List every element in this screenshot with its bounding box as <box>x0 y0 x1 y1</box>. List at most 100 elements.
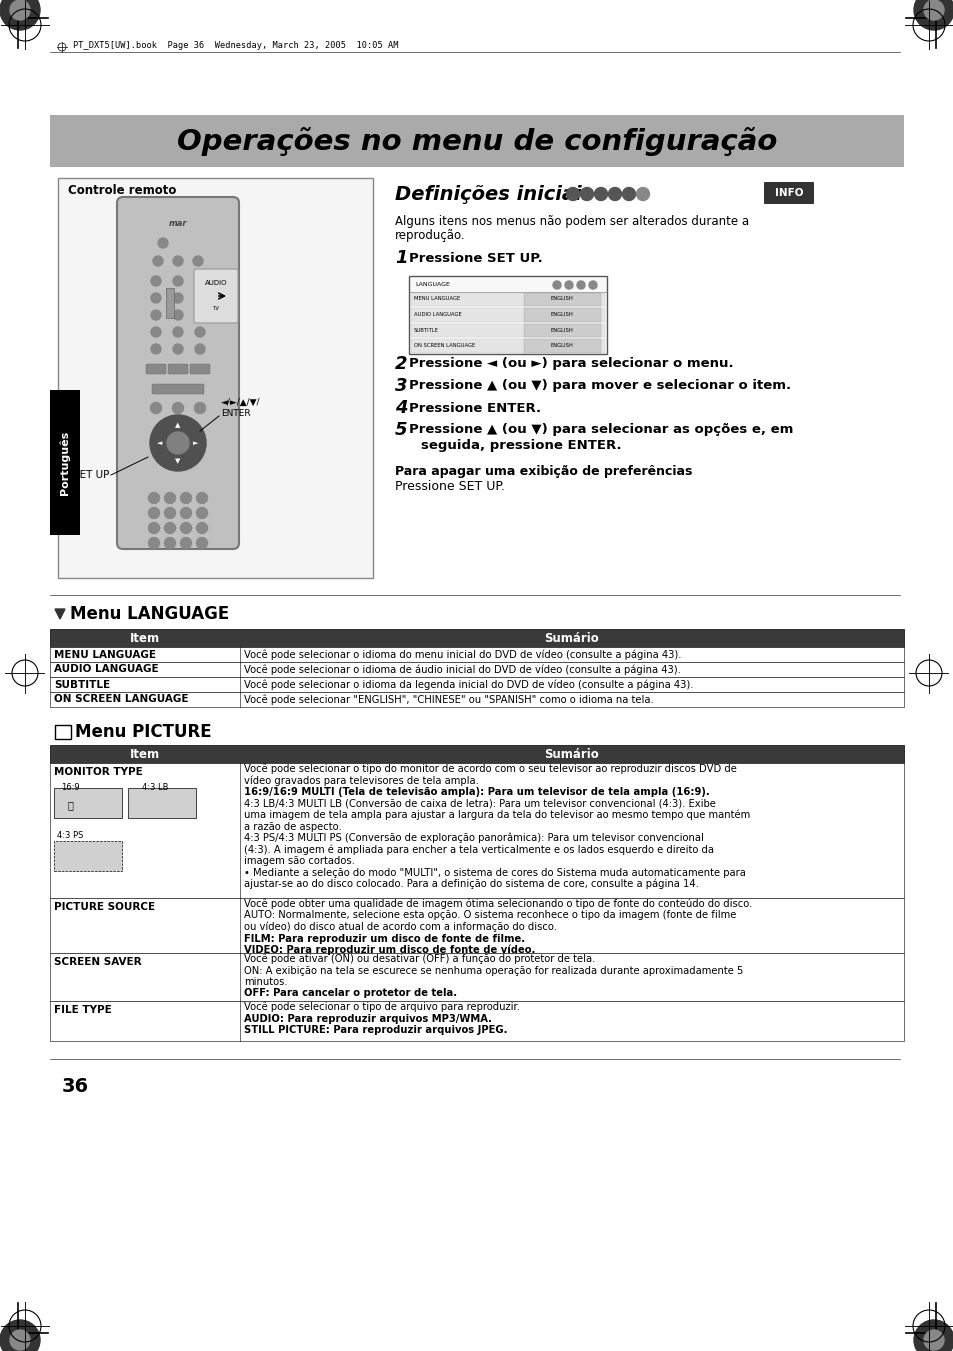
Text: 4:3 LB/4:3 MULTI LB (Conversão de caixa de letra): Para um televisor convenciona: 4:3 LB/4:3 MULTI LB (Conversão de caixa … <box>244 798 715 808</box>
Text: MENU LANGUAGE: MENU LANGUAGE <box>54 650 156 659</box>
Circle shape <box>0 0 40 30</box>
Circle shape <box>588 281 597 289</box>
Bar <box>50 744 903 763</box>
Bar <box>50 662 903 677</box>
Text: Menu LANGUAGE: Menu LANGUAGE <box>70 605 229 623</box>
Text: LANGUAGE: LANGUAGE <box>415 282 450 288</box>
Circle shape <box>577 281 584 289</box>
Text: Controle remoto: Controle remoto <box>68 184 176 196</box>
Text: 4:3 LB: 4:3 LB <box>142 784 168 793</box>
Circle shape <box>167 432 189 454</box>
Text: AUTO: Normalmente, selecione esta opção. O sistema reconhece o tipo da imagem (f: AUTO: Normalmente, selecione esta opção.… <box>244 911 736 920</box>
Circle shape <box>151 403 161 413</box>
Circle shape <box>553 281 560 289</box>
Circle shape <box>636 188 649 200</box>
Circle shape <box>10 0 30 20</box>
Text: ON SCREEN LANGUAGE: ON SCREEN LANGUAGE <box>414 343 475 349</box>
Text: seguida, pressione ENTER.: seguida, pressione ENTER. <box>420 439 621 453</box>
Text: Você pode ativar (ON) ou desativar (OFF) a função do protetor de tela.: Você pode ativar (ON) ou desativar (OFF)… <box>244 954 595 965</box>
Bar <box>50 647 903 662</box>
Text: ajustar-se ao do disco colocado. Para a definição do sistema de core, consulte a: ajustar-se ao do disco colocado. Para a … <box>244 878 699 889</box>
Bar <box>50 630 903 647</box>
Text: 3: 3 <box>395 377 407 394</box>
Text: Pressione SET UP.: Pressione SET UP. <box>395 480 504 493</box>
Text: 4: 4 <box>395 399 407 417</box>
Circle shape <box>158 238 168 249</box>
Text: AUDIO: Para reproduzir arquivos MP3/WMA.: AUDIO: Para reproduzir arquivos MP3/WMA. <box>244 1013 492 1024</box>
Text: ENGLISH: ENGLISH <box>550 343 573 349</box>
Bar <box>411 323 604 336</box>
Circle shape <box>164 538 175 549</box>
Text: MENU LANGUAGE: MENU LANGUAGE <box>414 296 459 301</box>
Bar <box>54 842 122 871</box>
Text: AUDIO LANGUAGE: AUDIO LANGUAGE <box>54 665 158 674</box>
Text: imagem são cortados.: imagem são cortados. <box>244 857 355 866</box>
Text: 16:9/16:9 MULTI (Tela de televisão ampla): Para um televisor de tela ampla (16:9: 16:9/16:9 MULTI (Tela de televisão ampla… <box>244 788 709 797</box>
Text: Alguns itens nos menus não podem ser alterados durante a: Alguns itens nos menus não podem ser alt… <box>395 216 748 228</box>
Text: Você pode selecionar o tipo de arquivo para reproduzir.: Você pode selecionar o tipo de arquivo p… <box>244 1001 519 1012</box>
Text: ►: ► <box>193 440 198 446</box>
Text: AUDIO: AUDIO <box>205 280 227 286</box>
Polygon shape <box>55 609 65 619</box>
Text: Você pode selecionar o idioma de áudio inicial do DVD de vídeo (consulte a págin: Você pode selecionar o idioma de áudio i… <box>244 665 680 674</box>
Circle shape <box>151 309 161 320</box>
Text: ENGLISH: ENGLISH <box>550 296 573 301</box>
Bar <box>55 725 71 739</box>
Text: 2: 2 <box>395 355 407 373</box>
Circle shape <box>923 0 943 20</box>
Circle shape <box>608 188 620 200</box>
Bar <box>411 308 604 322</box>
Text: Você pode selecionar o tipo do monitor de acordo com o seu televisor ao reproduz: Você pode selecionar o tipo do monitor d… <box>244 763 736 774</box>
Text: (4:3). A imagem é ampliada para encher a tela verticalmente e os lados esquerdo : (4:3). A imagem é ampliada para encher a… <box>244 844 713 855</box>
Circle shape <box>164 523 175 534</box>
Circle shape <box>151 293 161 303</box>
Text: Você pode selecionar o idioma do menu inicial do DVD de vídeo (consulte a página: Você pode selecionar o idioma do menu in… <box>244 650 680 659</box>
Circle shape <box>172 255 183 266</box>
Text: mar: mar <box>169 219 187 227</box>
Text: 4:3 PS: 4:3 PS <box>57 831 83 839</box>
Circle shape <box>196 493 208 504</box>
Circle shape <box>172 345 183 354</box>
Text: ON: A exibição na tela se escurece se nenhuma operação for realizada durante apr: ON: A exibição na tela se escurece se ne… <box>244 966 742 975</box>
Text: Pressione SET UP.: Pressione SET UP. <box>409 251 542 265</box>
Circle shape <box>172 293 183 303</box>
Circle shape <box>164 508 175 519</box>
Text: ◄/►/▲/▼/
ENTER: ◄/►/▲/▼/ ENTER <box>221 399 260 417</box>
Circle shape <box>180 493 192 504</box>
Text: INFO: INFO <box>774 188 802 199</box>
Text: SUBTITLE: SUBTITLE <box>414 327 438 332</box>
Bar <box>523 308 600 322</box>
Circle shape <box>622 188 635 200</box>
Circle shape <box>180 523 192 534</box>
Text: minutos.: minutos. <box>244 977 287 988</box>
Text: ▲: ▲ <box>175 422 180 428</box>
FancyBboxPatch shape <box>168 363 188 374</box>
Text: Pressione ▲ (ou ▼) para mover e selecionar o item.: Pressione ▲ (ou ▼) para mover e selecion… <box>409 380 790 393</box>
Bar <box>523 323 600 336</box>
Circle shape <box>579 188 593 200</box>
Bar <box>50 763 903 898</box>
Bar <box>50 390 80 535</box>
Text: PICTURE SOURCE: PICTURE SOURCE <box>54 902 155 912</box>
FancyBboxPatch shape <box>763 182 813 204</box>
Text: Você pode obter uma qualidade de imagem ótima selecionando o tipo de fonte do co: Você pode obter uma qualidade de imagem … <box>244 898 752 909</box>
Circle shape <box>149 493 159 504</box>
Text: OFF: Para cancelar o protetor de tela.: OFF: Para cancelar o protetor de tela. <box>244 989 456 998</box>
Bar <box>50 898 903 952</box>
Bar <box>523 339 600 353</box>
Text: FILE TYPE: FILE TYPE <box>54 1005 112 1015</box>
Bar <box>50 115 903 168</box>
Text: Sumário: Sumário <box>544 631 598 644</box>
Text: TV: TV <box>213 307 219 312</box>
Text: Português: Português <box>60 431 71 494</box>
Text: AUDIO LANGUAGE: AUDIO LANGUAGE <box>414 312 461 317</box>
Circle shape <box>564 281 573 289</box>
Circle shape <box>152 255 163 266</box>
Bar <box>523 293 600 305</box>
Text: ENGLISH: ENGLISH <box>550 327 573 332</box>
Bar <box>128 788 195 817</box>
Text: reprodução.: reprodução. <box>395 230 465 242</box>
Text: STILL PICTURE: Para reproduzir arquivos JPEG.: STILL PICTURE: Para reproduzir arquivos … <box>244 1025 507 1035</box>
Circle shape <box>172 327 183 336</box>
Circle shape <box>196 523 208 534</box>
